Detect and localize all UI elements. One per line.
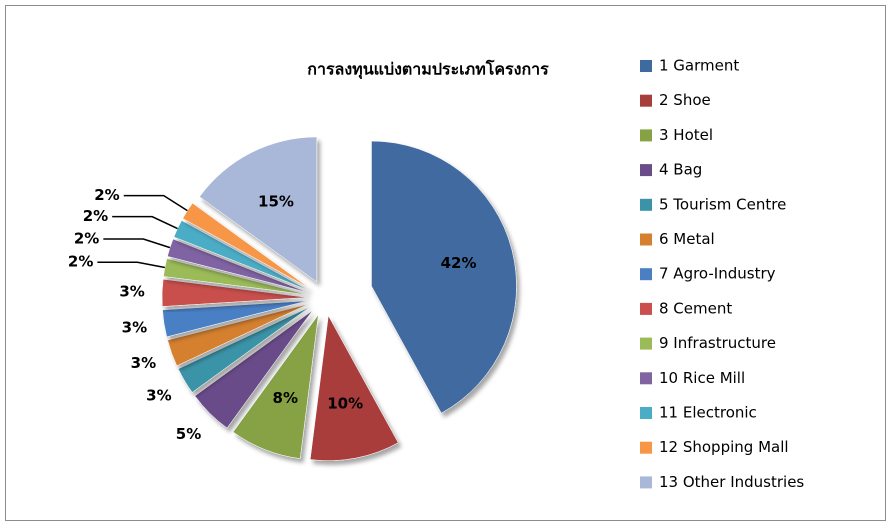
leader-line xyxy=(123,194,188,212)
legend-swatch xyxy=(640,233,652,246)
data-label: 2% xyxy=(83,207,108,225)
legend-swatch xyxy=(640,337,652,350)
pie-slice xyxy=(232,314,319,459)
legend-label: 3 Hotel xyxy=(659,126,713,144)
data-label: 3% xyxy=(146,387,171,405)
pie-slice xyxy=(199,136,318,283)
data-label: 3% xyxy=(122,319,147,337)
data-label: 2% xyxy=(68,253,93,271)
data-label: 8% xyxy=(273,389,298,407)
pie-slice xyxy=(162,300,308,338)
legend-swatch xyxy=(640,441,652,454)
leader-line xyxy=(103,238,171,249)
legend-swatch xyxy=(640,129,652,142)
leader-line xyxy=(97,261,166,269)
data-label: 42% xyxy=(441,254,477,272)
legend-label: 8 Cement xyxy=(659,299,732,317)
leader-line xyxy=(112,215,178,230)
pie-slice xyxy=(177,306,310,393)
pie-slice xyxy=(182,202,310,289)
legend-label: 4 Bag xyxy=(659,161,702,179)
legend-swatch xyxy=(640,198,652,211)
data-label: 3% xyxy=(119,282,144,300)
pie-slice xyxy=(161,278,308,307)
legend-label: 9 Infrastructure xyxy=(659,334,776,352)
legend-label: 13 Other Industries xyxy=(659,473,804,491)
legend-swatch xyxy=(640,164,652,177)
legend-label: 10 Rice Mill xyxy=(659,369,745,387)
data-label: 2% xyxy=(94,186,119,204)
pie-slice xyxy=(371,140,517,414)
legend-swatch xyxy=(640,94,652,107)
data-label: 3% xyxy=(131,354,156,372)
pie-slice xyxy=(309,314,399,461)
legend-swatch xyxy=(640,372,652,385)
legend-label: 1 Garment xyxy=(659,57,739,75)
data-label: 2% xyxy=(74,229,99,247)
pie-slice xyxy=(194,310,313,429)
pie-slice xyxy=(167,303,309,367)
chart-title: การลงทุนแบ่งตามประเภทโครงการ xyxy=(307,59,549,80)
legend-swatch xyxy=(640,60,652,72)
pie-slice xyxy=(173,220,309,291)
legend-swatch xyxy=(640,302,652,315)
data-label: 10% xyxy=(327,394,363,412)
legend-label: 2 Shoe xyxy=(659,91,711,109)
legend-label: 11 Electronic xyxy=(659,404,757,422)
data-label: 15% xyxy=(258,192,294,210)
legend-label: 7 Agro-Industry xyxy=(659,265,776,283)
legend-swatch xyxy=(640,476,652,489)
legend-label: 5 Tourism Centre xyxy=(659,195,786,213)
legend-label: 6 Metal xyxy=(659,230,715,248)
legend-swatch xyxy=(640,407,652,419)
legend-swatch xyxy=(640,268,652,281)
legend-label: 12 Shopping Mall xyxy=(659,438,789,456)
data-label: 5% xyxy=(176,425,201,443)
